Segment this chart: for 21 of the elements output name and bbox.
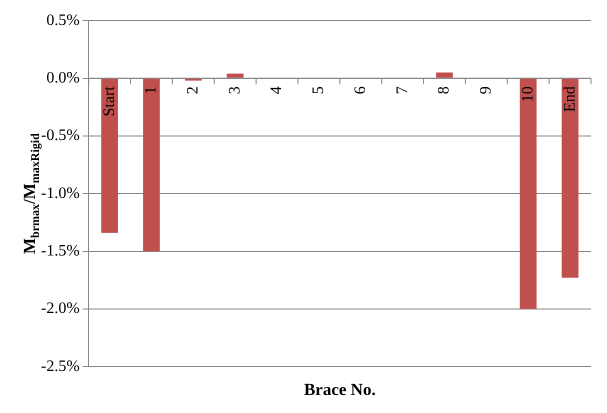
x-tick-label: 2 xyxy=(184,86,202,94)
y-tick-label: 0.0% xyxy=(46,69,80,86)
x-tick-label: 3 xyxy=(226,86,244,94)
y-tick-label: -2.5% xyxy=(41,358,80,375)
x-tick-label: 6 xyxy=(352,86,369,94)
y-tick-label: -0.5% xyxy=(41,127,80,144)
y-tick-label: -1.0% xyxy=(41,184,80,202)
x-tick-label: 1 xyxy=(142,86,160,94)
x-tick-label: 10 xyxy=(519,86,536,102)
x-tick-label: 8 xyxy=(436,86,453,94)
x-tick-label: 5 xyxy=(310,86,328,94)
y-tick-label: 0.5% xyxy=(46,12,80,29)
x-tick-label: Start xyxy=(100,86,118,116)
x-tick-label: End xyxy=(561,86,578,112)
x-tick-label: 4 xyxy=(268,86,286,94)
y-axis-title: Mbrmax/MmaxRigid xyxy=(20,132,42,254)
x-tick-label: 9 xyxy=(478,86,495,94)
y-tick-label: -2.0% xyxy=(41,300,80,318)
x-axis-title: Brace No. xyxy=(304,380,376,400)
x-tick-label: 7 xyxy=(394,86,411,94)
y-tick-label: -1.5% xyxy=(41,242,80,260)
